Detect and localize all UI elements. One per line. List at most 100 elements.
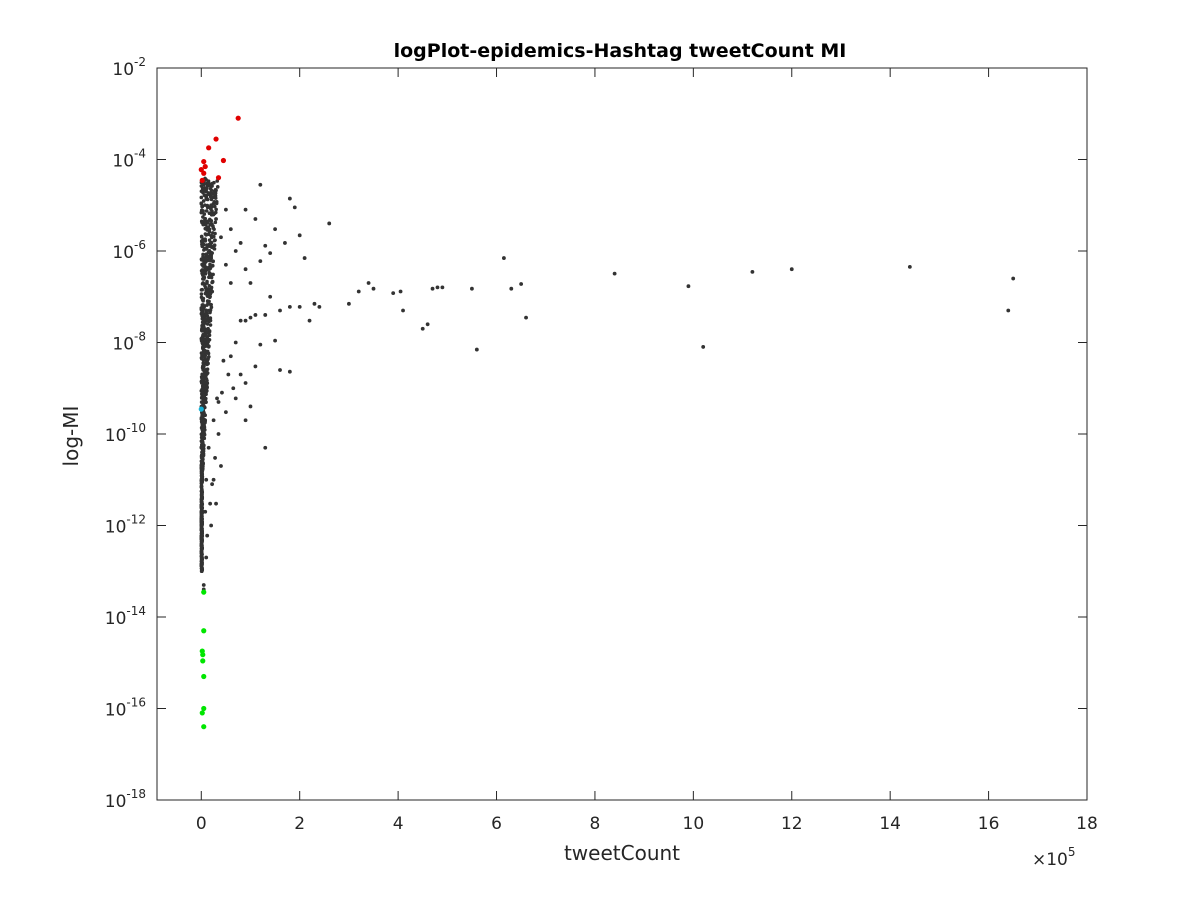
y-tick-label-base: 10	[112, 243, 134, 263]
data-point-dense	[210, 280, 215, 284]
data-point-dense	[209, 254, 213, 258]
data-point-main	[209, 203, 214, 208]
data-point-main	[278, 308, 282, 313]
data-point-dense	[199, 534, 204, 539]
data-point-dense	[212, 204, 217, 209]
data-point-dense	[200, 240, 204, 245]
y-axis-label: log-MI	[59, 406, 83, 467]
data-point-dense	[200, 547, 204, 551]
data-point-dense	[208, 271, 212, 276]
x-tick-label: 16	[978, 814, 1000, 834]
data-point-main	[1011, 276, 1016, 281]
data-point-dense	[199, 487, 204, 491]
data-point-main	[248, 315, 253, 320]
data-point-dense	[205, 322, 210, 326]
data-point-dense	[203, 372, 207, 377]
x-tick-label: 2	[294, 814, 305, 834]
data-point-dense	[200, 338, 204, 342]
data-point-dense	[211, 259, 215, 263]
data-point-dense	[208, 241, 213, 245]
data-point-dense	[205, 350, 210, 355]
data-point-main	[519, 282, 524, 286]
data-point-dense	[207, 308, 212, 313]
data-point-dense	[212, 238, 217, 243]
data-point-dense	[205, 359, 209, 364]
data-point-dense	[199, 219, 204, 224]
data-point-dense	[199, 517, 204, 522]
data-point-main	[297, 233, 302, 238]
data-point-dense	[199, 292, 204, 296]
data-point-dense	[204, 247, 209, 251]
data-point-dense	[210, 184, 214, 188]
data-point-dense	[205, 203, 210, 208]
data-point-main	[233, 249, 238, 253]
data-point-main	[258, 182, 263, 187]
data-point-main	[440, 285, 445, 290]
data-point-dense	[199, 208, 204, 213]
data-point-main	[502, 256, 506, 260]
data-point-main	[470, 286, 474, 291]
data-point-dense	[214, 207, 218, 212]
data-point-dense	[200, 495, 204, 500]
data-point-dense	[200, 450, 204, 454]
data-point-dense	[200, 390, 205, 395]
data-point-dense	[204, 178, 208, 182]
data-point-main	[258, 259, 263, 264]
data-point-dense	[199, 503, 204, 507]
data-point-dense	[199, 235, 204, 239]
y-tick-label-base: 10	[112, 60, 134, 80]
data-point-dense	[201, 433, 206, 438]
data-point-dense	[201, 215, 205, 219]
data-point-dense	[212, 199, 216, 204]
x-axis-multiplier-base: ×10	[1032, 850, 1068, 870]
data-point-main	[430, 286, 435, 291]
data-point-dense	[203, 399, 208, 403]
data-point-main	[425, 322, 430, 327]
data-point-main	[210, 482, 215, 487]
data-point-high	[206, 145, 212, 151]
y-tick-label: 10-14	[105, 604, 146, 629]
data-points	[198, 115, 1016, 730]
dense-data-band	[199, 176, 220, 574]
data-point-main	[214, 501, 218, 506]
data-point-dense	[204, 197, 209, 201]
data-point-main	[283, 241, 287, 245]
data-point-main	[243, 318, 248, 323]
y-tick-label-exponent: -4	[134, 147, 146, 161]
data-point-dense	[200, 427, 205, 432]
data-point-dense	[209, 287, 213, 292]
data-point-main	[204, 555, 209, 560]
data-point-low	[201, 724, 207, 730]
data-point-dense	[201, 199, 206, 203]
data-point-main	[750, 269, 755, 274]
y-tick-label-base: 10	[112, 152, 134, 172]
data-point-main	[356, 289, 361, 294]
data-point-dense	[211, 245, 216, 250]
data-point-main	[216, 400, 221, 404]
y-tick-label-exponent: -18	[126, 787, 146, 801]
x-tick-label: 14	[879, 814, 901, 834]
data-point-low	[201, 673, 207, 680]
data-point-dense	[213, 188, 218, 192]
data-point-dense	[200, 469, 205, 473]
data-point-dense	[204, 186, 209, 191]
data-point-main	[228, 227, 233, 232]
data-point-main	[307, 318, 312, 323]
data-point-high	[201, 170, 207, 176]
data-point-dense	[209, 305, 214, 310]
data-point-dense	[200, 552, 204, 557]
data-point-dense	[202, 263, 207, 268]
data-point-dense	[199, 455, 204, 460]
data-point-dense	[202, 411, 206, 416]
data-point-dense	[209, 275, 214, 280]
data-point-dense	[205, 371, 210, 375]
y-tick-label-base: 10	[112, 335, 134, 355]
data-point-main	[204, 477, 209, 482]
x-tick-label: 18	[1076, 814, 1098, 834]
data-point-dense	[202, 248, 206, 252]
y-tick-label: 10-4	[112, 147, 146, 172]
data-point-main	[327, 221, 332, 226]
data-point-dense	[202, 420, 206, 424]
x-tick-label: 10	[683, 814, 705, 834]
data-point-dense	[201, 361, 206, 365]
